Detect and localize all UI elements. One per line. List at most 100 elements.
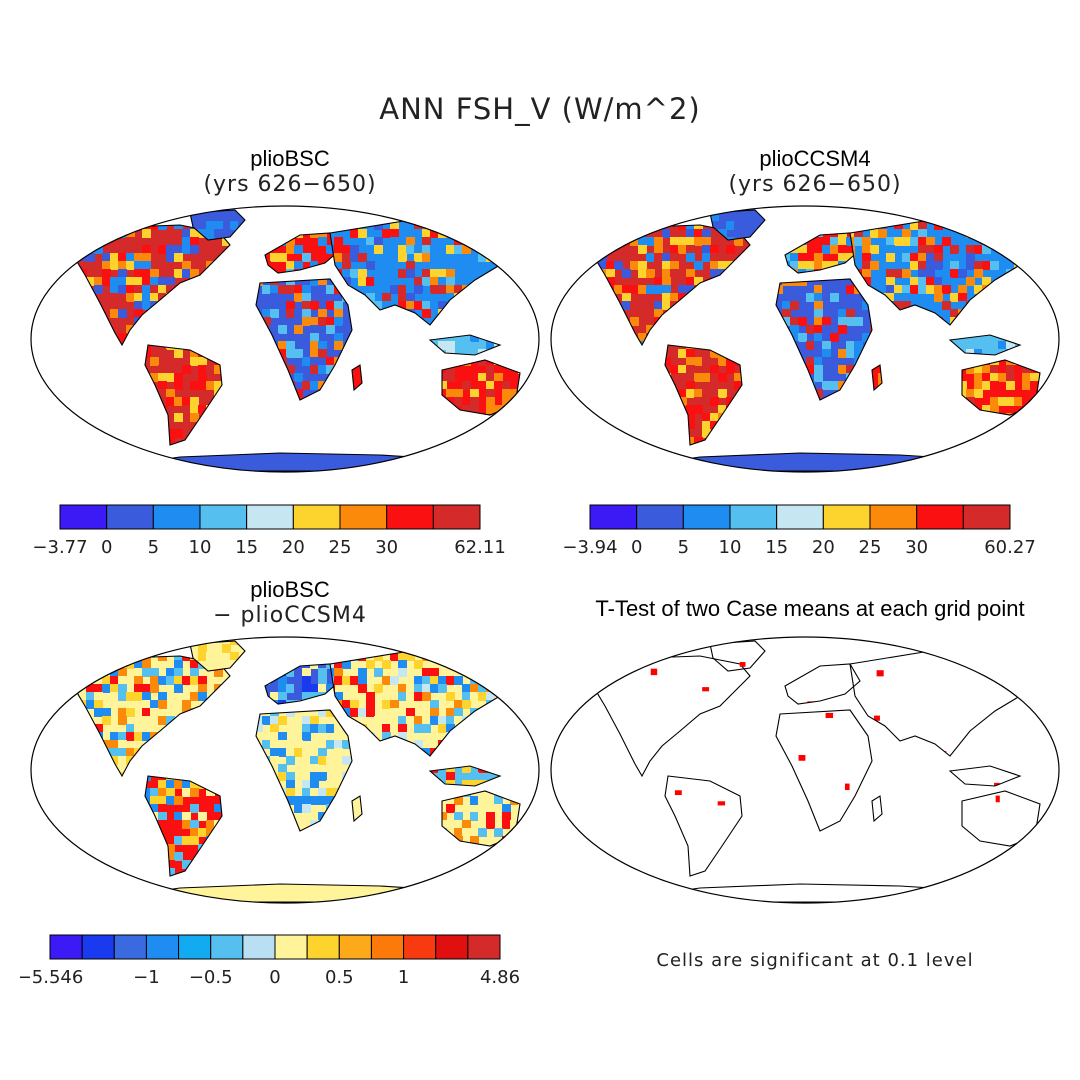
significant-cell (1046, 674, 1051, 681)
colorbar-swatch (49, 934, 83, 960)
significant-cell (638, 821, 643, 827)
significant-cell (581, 804, 587, 809)
colorbar-difference: −5.546 −1 −0.5 0 0.5 1 4.86 (20, 934, 520, 988)
significant-cell (720, 825, 725, 831)
significant-cell (790, 841, 796, 847)
significant-cell (875, 684, 882, 689)
significant-cell (830, 849, 836, 853)
coastline-indonesia (948, 334, 1022, 356)
significant-cell (649, 804, 656, 810)
significant-cell (854, 655, 861, 661)
significant-cell (796, 817, 802, 821)
significant-cell (620, 868, 628, 873)
significant-cell (837, 703, 845, 710)
significant-cell (835, 784, 841, 789)
significant-cell (750, 812, 755, 817)
coastline-south-america (664, 775, 743, 877)
significant-cell (660, 806, 667, 812)
significant-cell (724, 758, 728, 764)
significant-cell (590, 873, 597, 878)
significant-cell (772, 829, 780, 834)
significant-cell (673, 672, 678, 676)
significant-cell (682, 756, 688, 763)
significant-cell (601, 709, 606, 714)
coastline-australia (961, 790, 1041, 847)
significant-cell (848, 888, 853, 892)
significant-cell (1047, 876, 1053, 881)
significant-cell (724, 736, 731, 742)
significant-cell (960, 682, 967, 688)
panel-3-title-text: plioBSC (40, 577, 540, 603)
colorbar-swatch (292, 504, 341, 530)
significant-cell (944, 699, 952, 704)
colorbar-tick-label: 0 (101, 537, 112, 558)
significant-cell (960, 839, 966, 844)
significant-cell (933, 636, 940, 643)
significant-cell (894, 667, 902, 671)
significant-cell (672, 779, 680, 785)
significant-cell (741, 688, 748, 692)
significant-cell (737, 754, 741, 759)
significant-cell (574, 733, 580, 739)
significant-cell (690, 832, 695, 836)
significant-cell (613, 753, 620, 760)
colorbar-tick-label: 25 (859, 537, 882, 558)
colorbar-swatch (106, 504, 154, 530)
significant-cell (880, 867, 884, 873)
coastline-europe (264, 663, 341, 705)
significant-cell (608, 657, 615, 664)
colorbar-tick-label: −1 (133, 967, 160, 988)
colorbar-swatch (962, 504, 1011, 530)
significant-cell (563, 797, 570, 802)
significant-cell (1055, 853, 1060, 860)
significant-cell (902, 793, 907, 799)
significant-cell (896, 763, 900, 770)
significant-cell (890, 782, 896, 788)
significant-cell (648, 692, 654, 697)
significant-cell (630, 784, 635, 790)
significant-cell (1010, 788, 1017, 793)
significant-cell (660, 781, 665, 786)
significant-cell (1030, 780, 1038, 786)
map-border (30, 205, 540, 473)
colorbar-pliobsc: −3.77 0 5 10 15 20 25 30 62.11 (32, 504, 506, 558)
significant-cell (996, 757, 1004, 764)
significant-cell (572, 643, 580, 648)
significant-cell (754, 709, 761, 716)
colorbar-tick-label: 10 (719, 537, 742, 558)
significant-cell (573, 847, 579, 852)
coastline-europe (784, 663, 861, 705)
significant-cell (837, 873, 843, 878)
significant-cell (1009, 646, 1017, 653)
significant-cell (870, 882, 877, 887)
significant-cell (861, 852, 867, 858)
significant-cell (773, 781, 779, 785)
significant-cell (689, 806, 693, 811)
land-indonesia (660, 655, 1000, 858)
coastline-madagascar (351, 795, 363, 823)
coastline-north-america (589, 655, 751, 778)
significant-cell (942, 730, 946, 734)
significant-cell (683, 787, 691, 793)
significant-cell (874, 758, 881, 763)
significant-cell (739, 662, 746, 667)
significant-cell (674, 790, 682, 796)
significant-cell (676, 674, 682, 679)
significant-cell (974, 886, 979, 891)
colorbar-swatch (435, 934, 469, 960)
significant-cell (652, 802, 657, 807)
colorbar-tick-label: 10 (189, 537, 212, 558)
coastline-europe (784, 232, 861, 274)
significant-cell (826, 770, 832, 775)
significant-cell (921, 829, 927, 833)
significant-cell (868, 664, 874, 670)
significant-cell (845, 794, 850, 799)
significant-cell (621, 827, 627, 832)
map-border (30, 636, 540, 904)
significant-cell (844, 719, 852, 723)
significant-cell (586, 678, 591, 684)
significant-cell (883, 836, 890, 841)
significant-cell (907, 858, 914, 863)
land-madagascar (593, 637, 1050, 898)
panel-1-title: plioBSC (yrs 626−650) (40, 146, 540, 197)
